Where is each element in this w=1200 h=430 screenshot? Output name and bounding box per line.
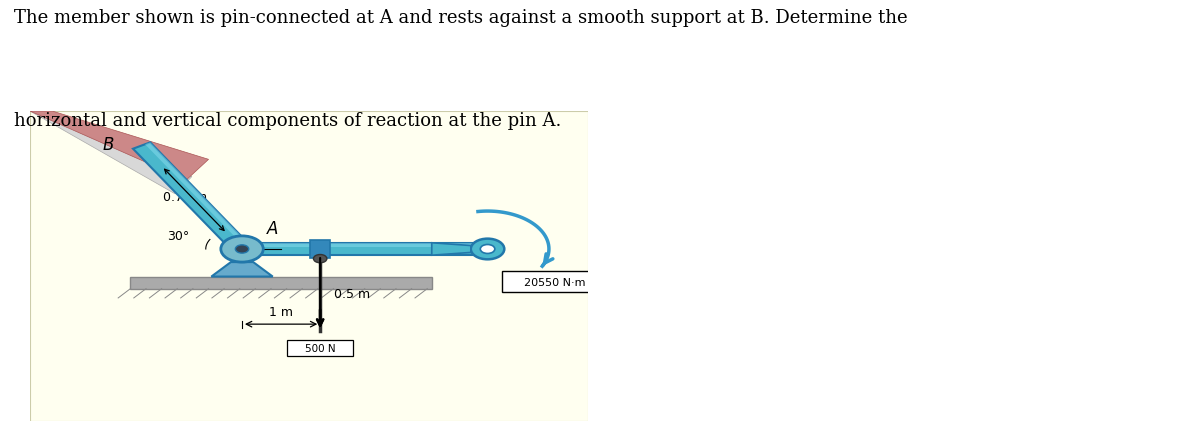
Text: 500 N: 500 N	[305, 343, 336, 353]
Polygon shape	[133, 143, 251, 252]
Polygon shape	[30, 112, 192, 194]
Circle shape	[480, 245, 494, 254]
Polygon shape	[145, 143, 251, 248]
Text: 1 m: 1 m	[269, 305, 293, 318]
Circle shape	[235, 245, 248, 254]
Bar	[310, 240, 330, 258]
Text: The member shown is pin-connected at A and rests against a smooth support at B. : The member shown is pin-connected at A a…	[14, 9, 908, 27]
Circle shape	[313, 255, 326, 263]
Text: horizontal and vertical components of reaction at the pin A.: horizontal and vertical components of re…	[14, 112, 562, 130]
Bar	[131, 277, 432, 289]
FancyBboxPatch shape	[287, 340, 353, 356]
Text: A: A	[268, 220, 278, 238]
Circle shape	[221, 237, 263, 262]
Text: 20550 N·m: 20550 N·m	[523, 277, 586, 287]
Text: 0.75 m: 0.75 m	[163, 190, 206, 203]
Text: 0.5 m: 0.5 m	[334, 287, 371, 300]
FancyBboxPatch shape	[502, 272, 607, 292]
Text: B: B	[102, 136, 114, 154]
Bar	[242, 244, 487, 248]
Bar	[242, 243, 487, 255]
Polygon shape	[30, 112, 209, 181]
Polygon shape	[211, 262, 272, 277]
Circle shape	[470, 239, 504, 260]
Text: 30°: 30°	[167, 230, 188, 243]
Polygon shape	[432, 243, 470, 255]
